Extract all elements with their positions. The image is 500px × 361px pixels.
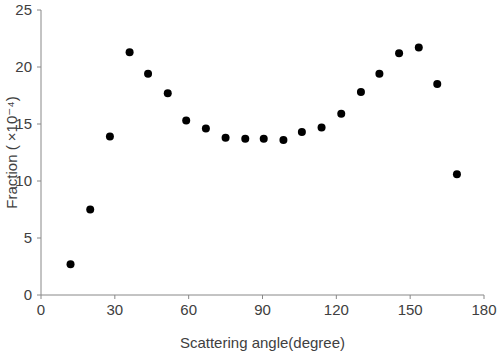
x-tick-label: 60 — [180, 301, 197, 318]
y-tick — [37, 10, 41, 11]
point — [182, 117, 190, 125]
point — [202, 125, 210, 133]
chart: 05101520250306090120150180Scattering ang… — [0, 0, 500, 361]
x-tick-label: 90 — [254, 301, 271, 318]
y-tick-label: 25 — [15, 1, 32, 18]
x-tick — [114, 295, 115, 299]
x-tick-label: 30 — [106, 301, 123, 318]
x-tick — [188, 295, 189, 299]
point — [375, 70, 383, 78]
x-tick — [262, 295, 263, 299]
point — [337, 110, 345, 118]
point — [260, 135, 268, 143]
y-tick-label: 0 — [24, 286, 32, 303]
point — [357, 88, 365, 96]
y-tick-label: 5 — [24, 229, 32, 246]
x-tick-label: 0 — [37, 301, 45, 318]
y-tick — [37, 124, 41, 125]
x-tick-label: 120 — [324, 301, 349, 318]
y-tick — [37, 181, 41, 182]
point — [395, 49, 403, 57]
y-axis-label: Fraction ( ×10⁻⁴) — [3, 96, 20, 208]
x-tick — [41, 295, 42, 299]
x-tick-label: 180 — [471, 301, 496, 318]
point — [241, 135, 249, 143]
y-axis — [41, 10, 42, 295]
y-tick — [37, 295, 41, 296]
x-tick-label: 150 — [398, 301, 423, 318]
point — [144, 70, 152, 78]
point — [318, 123, 326, 131]
x-tick — [336, 295, 337, 299]
point — [298, 128, 306, 136]
point — [433, 80, 441, 88]
point — [222, 134, 230, 142]
y-tick-label: 20 — [15, 58, 32, 75]
y-tick — [37, 238, 41, 239]
x-axis-label: Scattering angle(degree) — [180, 334, 345, 351]
point — [279, 136, 287, 144]
plot-area — [67, 44, 461, 269]
point — [453, 170, 461, 178]
point — [126, 48, 134, 56]
point — [106, 133, 114, 141]
point — [86, 206, 94, 214]
y-tick — [37, 67, 41, 68]
x-tick — [484, 295, 485, 299]
point — [415, 44, 423, 52]
point — [164, 89, 172, 97]
point — [67, 260, 75, 268]
x-tick — [410, 295, 411, 299]
